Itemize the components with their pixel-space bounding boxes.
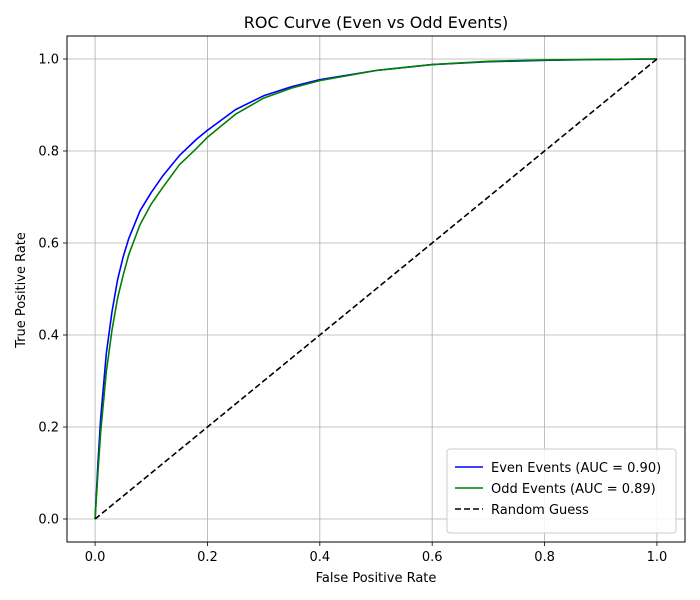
x-tick-label: 0.0 <box>85 550 106 565</box>
legend-label-0: Even Events (AUC = 0.90) <box>491 461 661 476</box>
y-axis-label: True Positive Rate <box>14 232 29 349</box>
chart-title: ROC Curve (Even vs Odd Events) <box>244 13 508 32</box>
x-tick-label: 0.4 <box>309 550 330 565</box>
legend-label-1: Odd Events (AUC = 0.89) <box>491 482 656 497</box>
y-tick-label: 0.4 <box>38 329 59 344</box>
y-tick-label: 0.2 <box>38 421 59 436</box>
y-tick-label: 0.0 <box>38 513 59 528</box>
grid <box>67 36 685 542</box>
plot-area <box>94 58 658 520</box>
series-line-1 <box>94 58 657 520</box>
axis-ticks: 0.0 0.2 0.4 0.6 0.8 1.0 0.0 0.2 0.4 0.6 0.8 1.0 <box>38 53 667 566</box>
plot-frame <box>66 35 686 543</box>
y-tick-label: 0.6 <box>38 237 59 252</box>
x-axis-label: False Positive Rate <box>316 571 437 586</box>
legend-box <box>446 448 677 534</box>
x-tick-label: 0.6 <box>422 550 443 565</box>
legend: Even Events (AUC = 0.90) Odd Events (AUC … <box>446 448 677 534</box>
series-line-2 <box>94 58 658 520</box>
y-tick-label: 1.0 <box>38 53 59 68</box>
x-tick-label: 0.2 <box>197 550 218 565</box>
y-tick-label: 0.8 <box>38 145 59 160</box>
x-tick-label: 1.0 <box>647 550 668 565</box>
x-tick-label: 0.8 <box>534 550 555 565</box>
legend-label-2: Random Guess <box>491 503 589 518</box>
